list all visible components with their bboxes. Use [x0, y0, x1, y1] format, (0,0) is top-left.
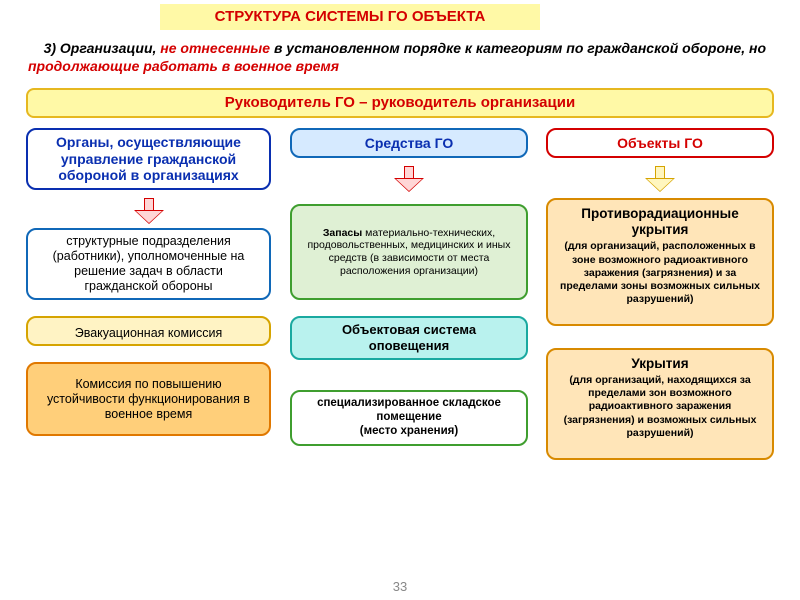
intro-red2: продолжающие работать в военное время	[28, 58, 339, 74]
intro-text: 3) Организации, не отнесенные в установл…	[28, 40, 776, 75]
col3-box-1: Противорадиационные укрытия (для организ…	[546, 198, 774, 326]
col1-box-3: Комиссия по повышению устойчивости функц…	[26, 362, 271, 436]
col3-box-2: Укрытия (для организаций, находящихся за…	[546, 348, 774, 460]
col2-b3-l2: (место хранения)	[360, 425, 458, 437]
col1-header: Органы, осуществляющие управление гражда…	[26, 128, 271, 190]
col2-box-3: специализированное складское помещение (…	[290, 390, 528, 446]
col3-header: Объекты ГО	[546, 128, 774, 158]
col2-header: Средства ГО	[290, 128, 528, 158]
intro-prefix: 3) Организации,	[44, 40, 161, 56]
col1-box-2: Эвакуационная комиссия	[26, 316, 271, 346]
col2-b1-bold: Запасы	[323, 227, 362, 239]
col3-b2-title: Укрытия	[554, 356, 766, 372]
col3-b1-title: Противорадиационные укрытия	[554, 206, 766, 238]
col1-box-1: структурные подразделения (работники), у…	[26, 228, 271, 300]
arrow-icon	[134, 198, 164, 226]
arrow-icon	[645, 166, 675, 194]
col2-box-1: Запасы материально-технических, продовол…	[290, 204, 528, 300]
col2-b3-l1: специализированное складское помещение	[317, 397, 501, 423]
intro-mid: в установленном порядке к категориям по …	[270, 40, 766, 56]
page-number: 33	[0, 579, 800, 594]
intro-red1: не отнесенные	[160, 40, 270, 56]
arrow-icon	[394, 166, 424, 194]
col3-b1-sub: (для организаций, расположенных в зоне в…	[554, 240, 766, 306]
col2-box-2: Объектовая система оповещения	[290, 316, 528, 360]
top-box: Руководитель ГО – руководитель организац…	[26, 88, 774, 118]
diagram-title: СТРУКТУРА СИСТЕМЫ ГО ОБЪЕКТА	[160, 4, 540, 30]
col3-b2-sub: (для организаций, находящихся за предела…	[554, 374, 766, 440]
